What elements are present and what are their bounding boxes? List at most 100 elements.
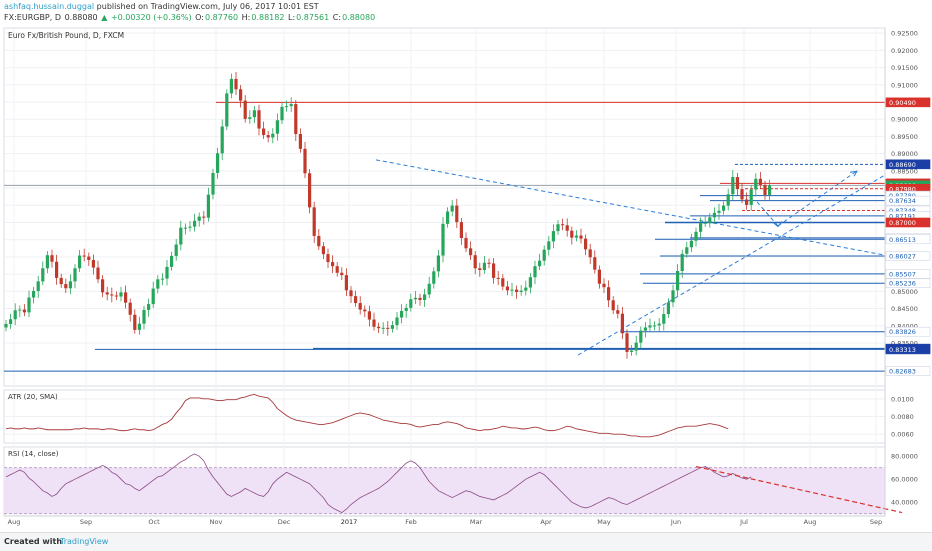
candle-body <box>400 310 404 318</box>
atr-line <box>5 393 729 438</box>
candle-body <box>708 217 712 223</box>
candle-body <box>349 290 353 297</box>
candle-body <box>551 231 555 242</box>
candle-body <box>745 199 749 205</box>
candle-body <box>170 255 174 267</box>
open-value: 0.87760 <box>205 13 239 22</box>
price-tag <box>885 97 931 108</box>
price-tag-label: 0.83313 <box>889 346 916 354</box>
tradingview-logo[interactable]: TradingView <box>60 537 109 546</box>
author-link[interactable]: ashfaq.hussain.duggal <box>4 2 95 11</box>
candle-body <box>574 235 578 238</box>
candle-body <box>82 255 86 257</box>
candle-body <box>496 277 500 279</box>
candle-body <box>248 117 252 119</box>
candle-body <box>542 249 546 261</box>
x-tick-label: Mar <box>470 518 483 526</box>
candle-body <box>174 244 178 256</box>
candle-body <box>243 100 247 119</box>
candle-body <box>607 287 611 301</box>
rsi-line <box>5 453 752 514</box>
price-tag <box>885 217 931 228</box>
candle-body <box>225 93 229 127</box>
rsi-trend-line <box>695 465 903 514</box>
candle-body <box>565 225 569 231</box>
candle-body <box>533 266 537 278</box>
candle-body <box>381 327 385 329</box>
candle-body <box>326 254 330 263</box>
candle-body <box>487 262 491 264</box>
candle-body <box>22 309 26 313</box>
candle-body <box>584 238 588 250</box>
candle-body <box>36 281 40 291</box>
price-tag-label: 0.87980 <box>889 185 916 193</box>
y-tick-label: 0.85000 <box>891 288 918 296</box>
main-pane <box>3 27 886 387</box>
candle-body <box>459 222 463 238</box>
candle-body <box>740 189 744 200</box>
candle-body <box>464 237 468 249</box>
x-tick-label: Aug <box>804 518 817 526</box>
candle-body <box>749 189 753 205</box>
candle-body <box>160 278 164 280</box>
candle-body <box>432 271 436 284</box>
price-tag-label: 0.87634 <box>889 197 916 205</box>
candle-body <box>344 275 348 291</box>
atr-title: ATR (20, SMA) <box>8 393 58 401</box>
candle-body <box>620 313 624 334</box>
price-tag <box>885 278 931 289</box>
candle-body <box>446 211 450 224</box>
candle-body <box>680 253 684 272</box>
candle-body <box>179 227 183 245</box>
x-tick-label: Sep <box>80 518 92 526</box>
candle-body <box>712 212 716 218</box>
price-tag-label: 0.87191 <box>889 212 916 220</box>
high-label: H: <box>241 13 251 22</box>
candle-body <box>50 255 54 262</box>
candle-body <box>643 327 647 331</box>
candle-body <box>91 260 95 268</box>
created-with-label: Created with <box>4 537 63 546</box>
candle-body <box>602 283 606 288</box>
candle-body <box>648 325 652 328</box>
candle-body <box>133 314 137 330</box>
candle-body <box>694 231 698 241</box>
candle-body <box>662 314 666 324</box>
candle-body <box>768 185 772 195</box>
candle-body <box>409 299 413 308</box>
candle-body <box>197 216 201 221</box>
publish-info: published on TradingView.com, July 06, 2… <box>96 2 319 11</box>
candle-body <box>41 268 45 282</box>
x-tick-label: May <box>597 518 611 526</box>
candle-body <box>611 300 615 311</box>
candle-body <box>634 342 638 351</box>
candle-body <box>275 120 279 134</box>
y-tick-label: 40.0000 <box>891 499 918 507</box>
candle-body <box>234 78 238 90</box>
arrow-head-icon <box>772 221 783 228</box>
candle-body <box>505 286 509 291</box>
candle-body <box>427 283 431 295</box>
x-tick-label: Jul <box>739 518 748 526</box>
x-tick-label: Nov <box>210 518 223 526</box>
candle-body <box>639 330 643 343</box>
price-tag-label: 0.85507 <box>889 270 916 278</box>
chart-canvas[interactable]: 0.925000.920000.915000.910000.905000.900… <box>0 0 932 532</box>
change-arrow-icon: ▲ <box>101 13 108 22</box>
open-label: O: <box>195 13 204 22</box>
candle-body <box>547 241 551 250</box>
candle-body <box>105 292 109 295</box>
candle-body <box>653 325 657 327</box>
candle-body <box>372 319 376 327</box>
candle-body <box>216 153 220 173</box>
y-tick-label: 0.0060 <box>891 431 914 439</box>
candle-body <box>317 235 321 247</box>
candle-body <box>280 106 284 121</box>
candle-body <box>87 256 91 261</box>
candle-body <box>671 290 675 303</box>
candle-body <box>703 222 707 224</box>
candle-body <box>110 294 114 296</box>
candle-body <box>570 230 574 238</box>
candle-body <box>538 260 542 267</box>
candle-body <box>423 294 427 300</box>
